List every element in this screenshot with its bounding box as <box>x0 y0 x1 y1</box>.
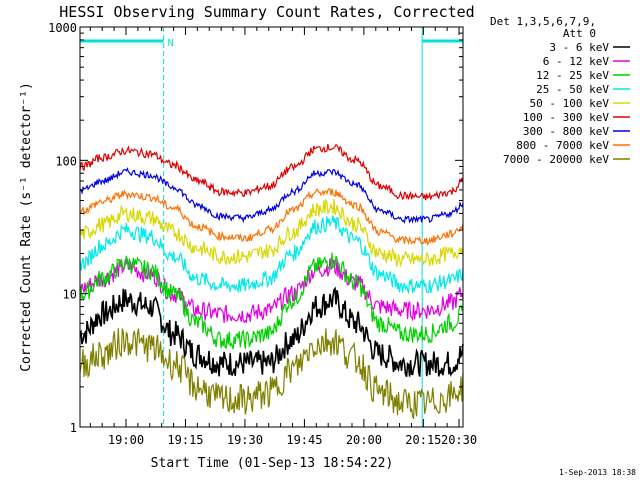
x-tick-label: 19:45 <box>286 433 322 447</box>
legend-label: 12 - 25 keV <box>536 69 609 82</box>
series-line <box>79 258 464 324</box>
chart-title: HESSI Observing Summary Count Rates, Cor… <box>59 3 474 21</box>
series-line <box>79 252 464 350</box>
axes: 1 10 100 1000 19:00 19:15 19:30 19:45 20:00 20:15… <box>48 21 477 447</box>
legend-label: 100 - 300 keV <box>523 111 609 124</box>
series-line <box>79 143 464 201</box>
legend-header: Att 0 <box>563 27 596 40</box>
legend-label: 6 - 12 keV <box>543 55 610 68</box>
x-tick-label: 20:15 <box>405 433 441 447</box>
y-tick-label: 100 <box>55 154 77 168</box>
plot-frame <box>79 26 464 428</box>
x-tick-label: 19:30 <box>227 433 263 447</box>
y-axis-label: Corrected Count Rate (s⁻¹ detector⁻¹) <box>19 82 34 372</box>
legend-label: 3 - 6 keV <box>549 41 609 54</box>
legend-label: 800 - 7000 keV <box>516 139 609 152</box>
night-label: N <box>168 38 174 49</box>
series-line <box>79 215 464 295</box>
series-line <box>79 328 464 420</box>
x-tick-label: 19:00 <box>108 433 144 447</box>
legend-label: 7000 - 20000 keV <box>503 153 609 166</box>
series-line <box>79 198 464 268</box>
legend-label: 50 - 100 keV <box>530 97 610 110</box>
series-line <box>79 286 464 378</box>
plot-date-stamp: 1-Sep-2013 18:38 <box>559 468 636 477</box>
y-tick-label: 10 <box>63 288 77 302</box>
x-tick-label: 20:00 <box>346 433 382 447</box>
legend-label: 300 - 800 keV <box>523 125 609 138</box>
x-tick-label: 19:15 <box>167 433 203 447</box>
y-tick-label: 1 <box>70 421 77 435</box>
series-line <box>79 188 464 246</box>
legend-header: Det 1,3,5,6,7,9, <box>490 15 596 28</box>
x-axis-label: Start Time (01-Sep-13 18:54:22) <box>151 456 394 471</box>
y-tick-label: 1000 <box>48 21 77 35</box>
legend-label: 25 - 50 keV <box>536 83 609 96</box>
series-line <box>79 166 464 224</box>
x-tick-label: 20:30 <box>441 433 477 447</box>
